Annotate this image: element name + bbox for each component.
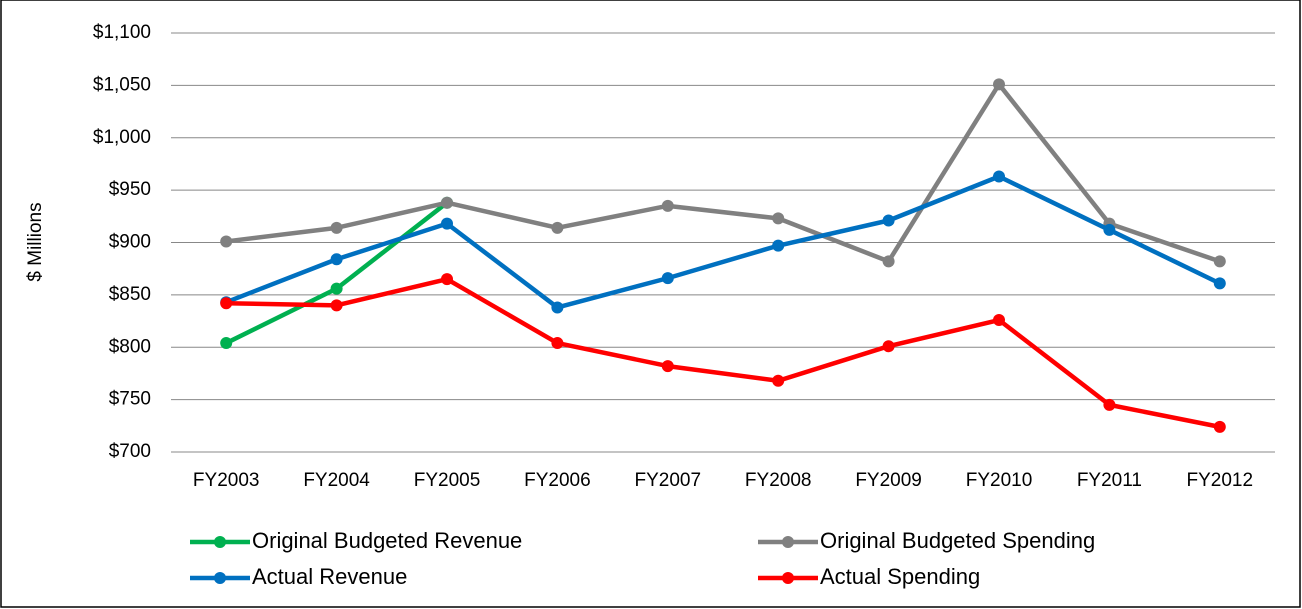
data-point [551, 221, 564, 234]
x-tick-label: FY2006 [524, 470, 591, 491]
y-tick-label: $1,100 [93, 22, 151, 43]
x-tick-label: FY2004 [303, 470, 370, 491]
x-tick-label: FY2003 [193, 470, 260, 491]
legend-marker [214, 536, 226, 548]
x-tick-label: FY2010 [966, 470, 1033, 491]
data-point [1213, 420, 1226, 433]
legend-label: Original Budgeted Revenue [252, 528, 522, 553]
data-point [1103, 223, 1116, 236]
x-tick-label: FY2011 [1077, 470, 1142, 491]
data-point [882, 340, 895, 353]
x-tick-label: FY2005 [414, 470, 481, 491]
data-point [661, 272, 674, 285]
legend-marker [782, 572, 794, 584]
data-point [1103, 398, 1116, 411]
data-point [993, 314, 1005, 327]
data-point [882, 214, 895, 227]
y-tick-label: $700 [109, 441, 151, 462]
data-point [551, 337, 564, 350]
legend-label: Actual Spending [820, 564, 980, 589]
series-line [225, 82, 1221, 264]
data-point [772, 239, 785, 252]
data-point [220, 297, 233, 310]
data-point [330, 221, 343, 234]
y-tick-label: $1,050 [93, 74, 151, 95]
x-tick-label: FY2009 [855, 470, 922, 491]
y-tick-label: $950 [109, 179, 151, 200]
data-point [772, 212, 785, 225]
legend-marker [214, 572, 226, 584]
y-axis-label: $ Millions [25, 202, 46, 281]
data-point [661, 199, 674, 212]
y-tick-label: $750 [109, 389, 151, 410]
data-point [882, 255, 895, 268]
data-point [551, 301, 564, 314]
legend-label: Original Budgeted Spending [820, 528, 1095, 553]
data-point [220, 235, 233, 248]
legend-marker [782, 536, 794, 548]
y-tick-label: $1,000 [93, 127, 151, 148]
data-point [661, 360, 674, 373]
data-point [441, 196, 453, 209]
x-tick-label: FY2007 [635, 470, 702, 491]
legend-label: Actual Revenue [252, 564, 407, 589]
y-tick-label: $800 [109, 336, 151, 357]
data-point [330, 282, 343, 295]
data-point [772, 374, 785, 387]
data-point [330, 299, 343, 312]
x-tick-label: FY2008 [745, 470, 812, 491]
y-tick-label: $900 [109, 232, 151, 253]
y-tick-label: $850 [109, 284, 151, 305]
data-point [330, 253, 343, 266]
data-point [993, 78, 1005, 91]
series-line [225, 174, 1221, 310]
data-point [993, 170, 1005, 183]
data-point [1213, 277, 1226, 290]
series-line [226, 276, 1221, 430]
data-point [441, 217, 453, 230]
data-point [220, 337, 233, 350]
x-tick-label: FY2012 [1187, 470, 1254, 491]
data-point [1213, 255, 1226, 268]
data-point [441, 273, 453, 286]
